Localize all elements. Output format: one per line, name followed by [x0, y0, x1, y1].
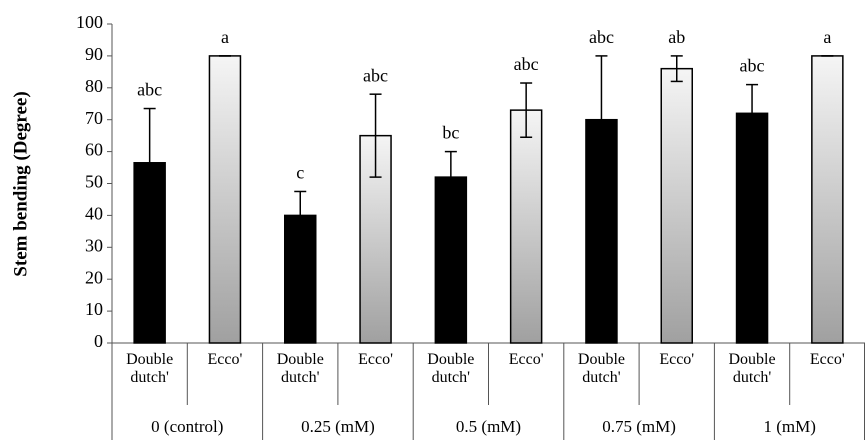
x-subcategory-text: Double dutch' — [427, 351, 475, 386]
x-subcategory-label: Double dutch' — [126, 351, 174, 386]
x-subcategory-label: Double dutch' — [577, 351, 625, 386]
error-bar — [746, 83, 759, 143]
x-subcategory-text: Double dutch' — [126, 351, 174, 386]
x-subcategory-label: Ecco' — [207, 351, 243, 368]
x-tick-label: 0 (control) — [151, 417, 223, 436]
x-subcategory-text: Double dutch' — [728, 351, 776, 386]
y-tick-label: 40 — [85, 204, 103, 224]
y-axis-label: Stem bending (Degree) — [10, 91, 31, 276]
y-tick-label: 50 — [85, 172, 103, 192]
significance-label: ab — [668, 27, 685, 47]
x-subcategory-text: Ecco' — [207, 351, 243, 368]
y-tick-label: 80 — [85, 76, 103, 96]
x-subcategory-text: Ecco' — [508, 351, 544, 368]
y-tick-label: 60 — [85, 140, 103, 160]
significance-label: a — [823, 27, 831, 47]
bar — [434, 176, 468, 344]
x-tick-label: 0.5 (mM) — [456, 417, 521, 436]
x-subcategory-label: Double dutch' — [728, 351, 776, 386]
error-bar — [444, 150, 457, 204]
bar — [735, 112, 769, 344]
y-tick-label: 10 — [85, 299, 103, 319]
significance-label: bc — [442, 123, 459, 143]
significance-label: c — [296, 163, 304, 183]
y-tick-label: 100 — [76, 12, 103, 32]
error-bar — [520, 82, 533, 138]
significance-label: abc — [137, 80, 162, 100]
x-tick-label: 0.75 (mM) — [602, 417, 676, 436]
x-subcategory-label: Double dutch' — [276, 351, 324, 386]
x-subcategory-text: Double dutch' — [276, 351, 324, 386]
bar — [208, 55, 242, 344]
y-tick-label: 0 — [94, 331, 103, 351]
error-bar — [369, 93, 382, 178]
x-subcategory-text: Ecco' — [809, 351, 845, 368]
x-tick-label: 0.25 (mM) — [301, 417, 375, 436]
error-bar — [143, 107, 156, 218]
bar — [509, 109, 543, 344]
x-subcategory-label: Ecco' — [508, 351, 544, 368]
significance-label: a — [221, 27, 229, 47]
significance-label: abc — [740, 56, 765, 76]
x-tick-label: 1 (mM) — [763, 417, 815, 436]
x-subcategory-text: Ecco' — [659, 351, 695, 368]
significance-label: abc — [514, 54, 539, 74]
significance-label: abc — [363, 65, 388, 85]
significance-label: abc — [589, 27, 614, 47]
y-tick-label: 20 — [85, 267, 103, 287]
bar — [811, 55, 844, 344]
x-subcategory-text: Double dutch' — [577, 351, 625, 386]
bar — [660, 67, 693, 344]
error-bar — [294, 190, 307, 241]
error-bar — [670, 55, 683, 83]
y-tick-label: 30 — [85, 235, 103, 255]
x-subcategory-text: Ecco' — [358, 351, 393, 368]
y-tick-label: 90 — [85, 44, 103, 64]
x-subcategory-label: Ecco' — [358, 351, 393, 368]
x-subcategory-label: Ecco' — [809, 351, 845, 368]
x-subcategory-label: Double dutch' — [427, 351, 475, 386]
error-bar — [595, 55, 608, 185]
y-tick-label: 70 — [85, 108, 103, 128]
x-subcategory-label: Ecco' — [659, 351, 695, 368]
